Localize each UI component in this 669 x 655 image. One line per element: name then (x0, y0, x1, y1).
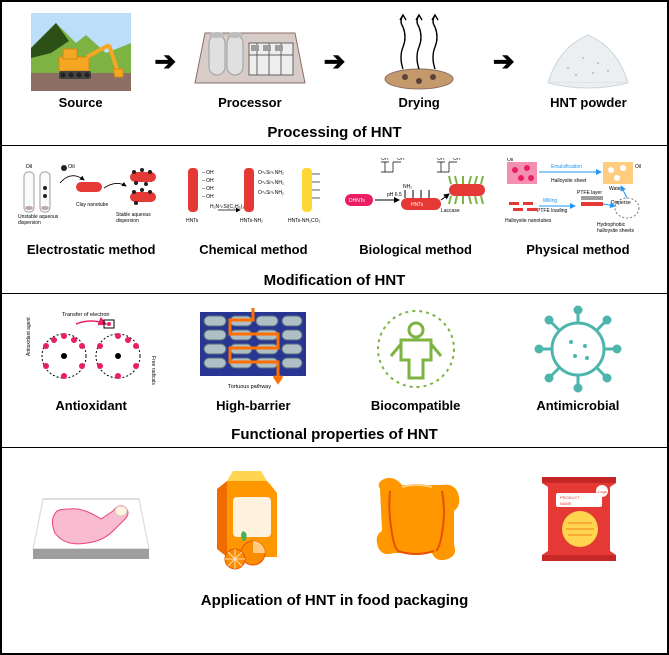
electrostatic-icon: Oil Unstable aqueous dispersion Oil Clay… (16, 158, 166, 238)
chemical-icon: – OH – OH – OH – OH HNTs H₂N∿Si(C₂H₅)₃ O… (178, 158, 328, 238)
source-icon (31, 13, 131, 91)
antioxidant-label: Antioxidant (55, 398, 127, 413)
biocompat-label: Biocompatible (371, 398, 461, 413)
svg-text:OH: OH (437, 158, 445, 162)
physical-label: Physical method (526, 242, 629, 257)
svg-text:Emulsification: Emulsification (551, 164, 582, 170)
svg-text:Oil: Oil (635, 164, 641, 170)
svg-text:Oil: Oil (68, 164, 75, 170)
drying-label: Drying (399, 95, 440, 110)
modification-title: Modification of HNT (2, 268, 667, 294)
arrow-icon: ➔ (490, 48, 518, 74)
chemical-label: Chemical method (199, 242, 307, 257)
snack-cell: PRODUCT NAME Logo (497, 463, 659, 573)
svg-text:halloysite sheets: halloysite sheets (597, 228, 634, 234)
barrier-cell: Tortuous pathway High-barrier (172, 304, 334, 413)
wrap-cell (335, 463, 497, 573)
svg-text:– OH: – OH (202, 178, 214, 184)
modification-row: Oil Unstable aqueous dispersion Oil Clay… (2, 146, 667, 268)
svg-text:– OH: – OH (202, 170, 214, 176)
carton-cell (172, 463, 334, 573)
biological-cell: DHNTs HNTs NH₂ pH 6.5 Laccase OH OH (335, 158, 497, 257)
application-row: PRODUCT NAME Logo (2, 448, 667, 588)
carton-icon (183, 463, 323, 573)
processor-label: Processor (218, 95, 282, 110)
infographic-frame: Source ➔ (0, 0, 669, 655)
wrap-icon (346, 463, 486, 573)
svg-text:HNTs: HNTs (411, 202, 424, 208)
svg-text:OH: OH (397, 158, 405, 162)
processing-row: Source ➔ (2, 2, 667, 120)
svg-text:O∿Si∿NH₂: O∿Si∿NH₂ (258, 170, 284, 176)
svg-text:Water: Water (609, 186, 622, 192)
svg-text:PRODUCT: PRODUCT (560, 495, 580, 500)
svg-text:Milling: Milling (543, 198, 557, 204)
barrier-icon: Tortuous pathway (188, 304, 318, 394)
drying-icon (369, 13, 469, 91)
svg-text:H₂N∿Si(C₂H₅)₃: H₂N∿Si(C₂H₅)₃ (210, 204, 244, 210)
svg-text:dispersion: dispersion (116, 218, 139, 224)
arrow-icon: ➔ (151, 48, 179, 74)
svg-text:HNTs: HNTs (186, 218, 199, 224)
svg-text:OH: OH (381, 158, 389, 162)
svg-text:– OH: – OH (202, 194, 214, 200)
svg-text:Tortuous pathway: Tortuous pathway (228, 384, 271, 390)
meat-icon (21, 463, 161, 573)
svg-text:NH₂: NH₂ (403, 184, 412, 190)
arrow-icon: ➔ (321, 48, 349, 74)
source-cell: Source (10, 13, 151, 110)
svg-text:pH 6.5: pH 6.5 (387, 192, 402, 198)
svg-text:Disperse: Disperse (611, 200, 631, 206)
svg-text:NAME: NAME (560, 501, 572, 506)
svg-text:Oil: Oil (26, 164, 33, 170)
antioxidant-icon: Transfer of electron Antioxidant agent F… (26, 304, 156, 394)
powder-icon (538, 13, 638, 91)
svg-text:PTFE loading: PTFE loading (537, 208, 568, 214)
svg-text:Oil: Oil (507, 158, 513, 163)
antimicrobial-label: Antimicrobial (536, 398, 619, 413)
application-title: Application of HNT in food packaging (2, 588, 667, 613)
svg-text:HNTs-NH₂CO₂: HNTs-NH₂CO₂ (288, 218, 321, 224)
svg-text:Laccase: Laccase (441, 208, 460, 214)
svg-text:Halloysite sheet: Halloysite sheet (551, 178, 587, 184)
antimicrobial-icon (513, 304, 643, 394)
svg-text:O∿Si∿NH₂: O∿Si∿NH₂ (258, 180, 284, 186)
snack-icon: PRODUCT NAME Logo (508, 463, 648, 573)
svg-text:Antioxidant agent: Antioxidant agent (26, 316, 32, 355)
barrier-label: High-barrier (216, 398, 290, 413)
functional-title: Functional properties of HNT (2, 422, 667, 448)
svg-text:Logo: Logo (598, 489, 608, 494)
powder-cell: HNT powder (518, 13, 659, 110)
svg-text:Free radicals: Free radicals (150, 356, 156, 385)
source-label: Source (59, 95, 103, 110)
antioxidant-cell: Transfer of electron Antioxidant agent F… (10, 304, 172, 413)
svg-text:dispersion: dispersion (18, 220, 41, 226)
electrostatic-cell: Oil Unstable aqueous dispersion Oil Clay… (10, 158, 172, 257)
svg-text:HNTs-NH₂: HNTs-NH₂ (240, 218, 263, 224)
electrostatic-label: Electrostatic method (27, 242, 156, 257)
biological-icon: DHNTs HNTs NH₂ pH 6.5 Laccase OH OH (341, 158, 491, 238)
physical-cell: Oil Oil Water Emulsification Halloysite … (497, 158, 659, 257)
chemical-cell: – OH – OH – OH – OH HNTs H₂N∿Si(C₂H₅)₃ O… (172, 158, 334, 257)
powder-label: HNT powder (550, 95, 627, 110)
svg-text:Clay nanotube: Clay nanotube (76, 202, 108, 208)
biological-label: Biological method (359, 242, 472, 257)
biocompat-icon (351, 304, 481, 394)
biocompat-cell: Biocompatible (335, 304, 497, 413)
functional-row: Transfer of electron Antioxidant agent F… (2, 294, 667, 422)
svg-text:DHNTs: DHNTs (349, 198, 365, 204)
svg-text:Transfer of electron: Transfer of electron (62, 312, 109, 318)
meat-cell (10, 463, 172, 573)
svg-text:O∿Si∿NH₂: O∿Si∿NH₂ (258, 190, 284, 196)
physical-icon: Oil Oil Water Emulsification Halloysite … (503, 158, 653, 238)
drying-cell: Drying (349, 13, 490, 110)
svg-text:PTFE layer: PTFE layer (577, 190, 602, 196)
processor-cell: Processor (179, 13, 320, 110)
svg-text:OH: OH (453, 158, 461, 162)
processing-title: Processing of HNT (2, 120, 667, 146)
svg-text:Halloysite nanotubes: Halloysite nanotubes (505, 218, 552, 224)
processor-icon (185, 13, 315, 91)
antimicrobial-cell: Antimicrobial (497, 304, 659, 413)
svg-text:– OH: – OH (202, 186, 214, 192)
